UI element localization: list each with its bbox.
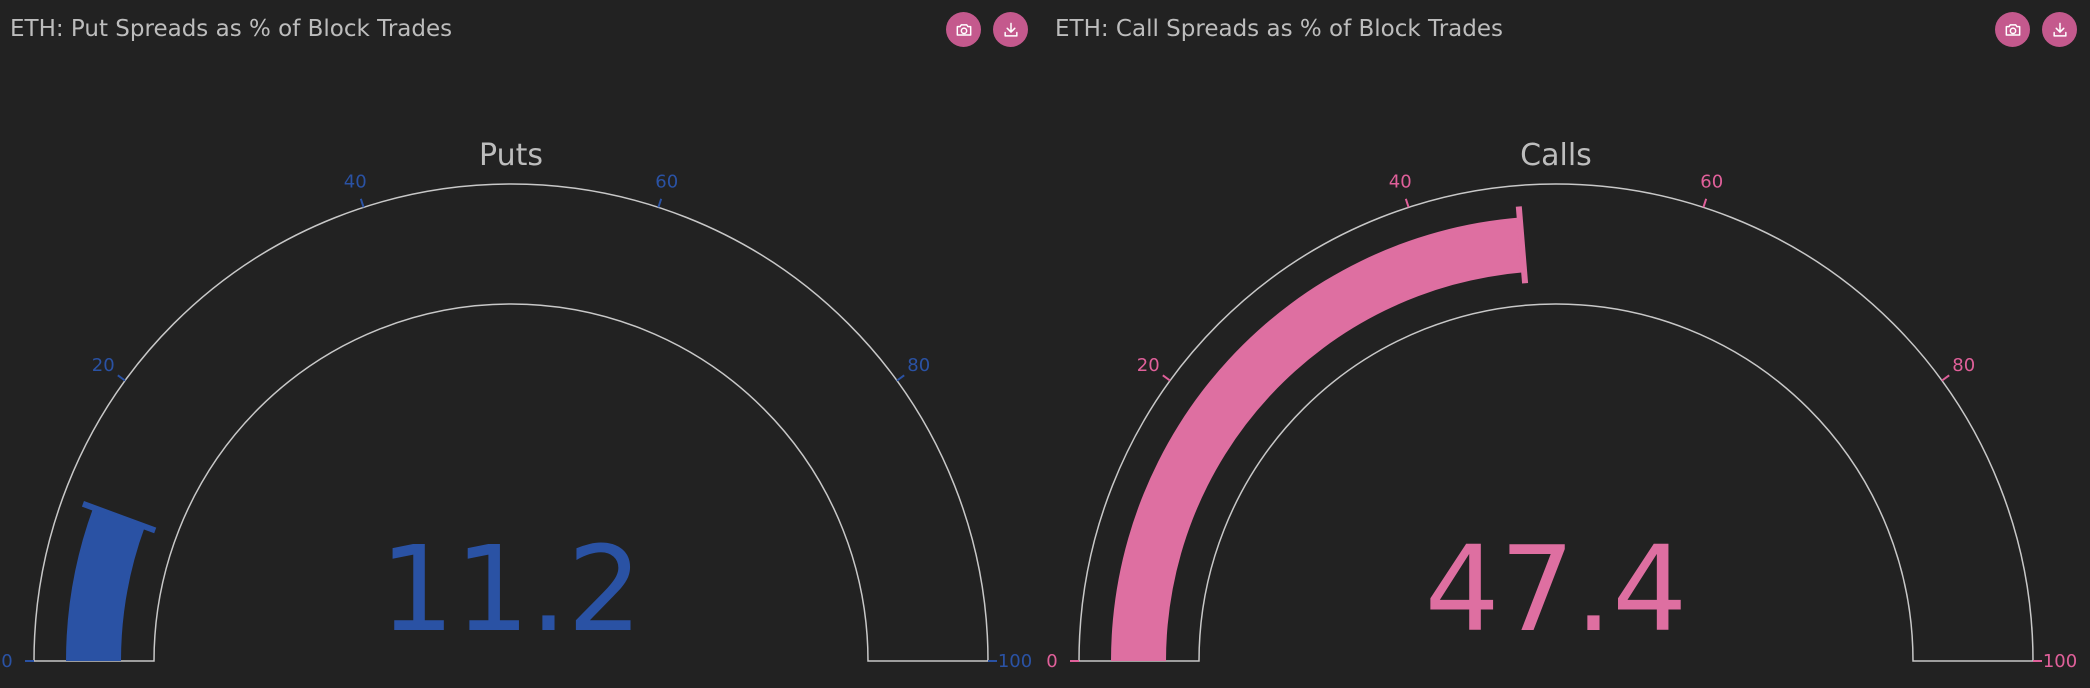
gauge-tick-label: 0 [1046,651,1057,672]
gauge-tick [359,198,365,208]
gauge-tick-label: 100 [2043,651,2077,672]
gauge-value-bar [66,507,145,661]
gauge-value-bar [1111,217,1525,662]
gauge-value-marker [81,501,157,534]
gauge-tick [1404,198,1410,208]
gauge-value-number: 47.4 [1425,520,1688,658]
gauge-value-marker [1515,206,1529,284]
gauge-tick-label: 60 [655,172,678,193]
puts-gauge-chart: 0 20 40 60 80 100 Puts 11.2 [1,138,1032,672]
gauge-outline [1078,183,2034,662]
gauge-tick-label: 20 [92,355,115,376]
gauge-value-number: 11.2 [380,520,643,658]
screenshot-button[interactable] [1995,12,2030,47]
download-button[interactable] [2042,12,2077,47]
gauge-tick [1941,374,1950,382]
gauge-tick-label: 20 [1137,355,1160,376]
download-button[interactable] [993,12,1028,47]
gauge-tick-label: 0 [1,651,12,672]
panel-title: ETH: Call Spreads as % of Block Trades [1055,16,1503,42]
call-spreads-panel: 0 20 40 60 80 100 Calls 47.4 ETH: Call Spreads … [1045,0,2090,688]
download-icon [2052,22,2067,37]
gauge-tick-label: 80 [1952,355,1975,376]
gauge-tick-label: 60 [1700,172,1723,193]
camera-icon [956,23,971,36]
gauge-tick [657,198,663,208]
gauge-tick-label: 80 [907,355,930,376]
gauge-tick-label: 100 [998,651,1032,672]
put-spreads-panel: 0 20 40 60 80 100 Puts 11.2 ETH: Put Spreads as… [1,12,1032,672]
screenshot-button[interactable] [946,12,981,47]
gauge-tick-label: 40 [344,172,367,193]
gauge-title: Calls [1520,138,1592,173]
download-icon [1003,22,1018,37]
gauge-tick [1162,374,1171,382]
panel-title: ETH: Put Spreads as % of Block Trades [10,16,453,42]
gauge-tick [896,374,905,382]
camera-icon [2005,23,2020,36]
gauge-outline [33,183,989,662]
gauge-tick [1702,198,1708,208]
calls-gauge-chart: 0 20 40 60 80 100 Calls 47.4 [1046,138,2077,672]
gauge-tick-label: 40 [1389,172,1412,193]
gauge-title: Puts [479,138,543,173]
gauge-tick [117,374,126,382]
